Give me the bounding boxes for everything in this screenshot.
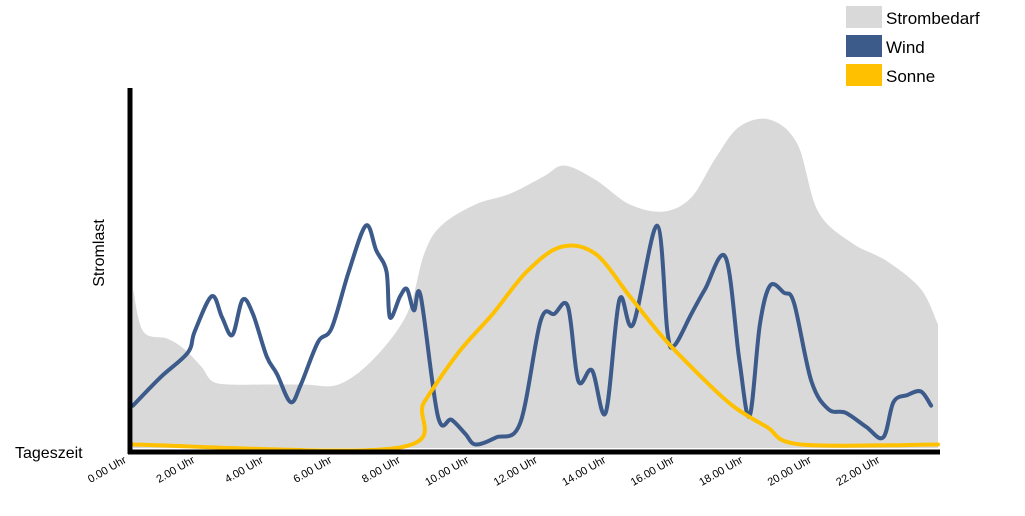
legend-swatch-strombedarf [846, 6, 882, 28]
x-tick-label: 8.00 Uhr [360, 454, 403, 486]
x-tick-labels: 0.00 Uhr 2.00 Uhr 4.00 Uhr 6.00 Uhr 8.00 Uhr… [86, 454, 882, 489]
plot-area [131, 118, 940, 453]
x-tick-label: 18.00 Uhr [697, 454, 745, 489]
x-axis-label: Tageszeit [15, 445, 83, 462]
x-tick-label: 0.00 Uhr [86, 454, 129, 486]
series-wind-line [131, 223, 934, 447]
legend-label-sonne: Sonne [886, 67, 935, 86]
x-tick-label: 20.00 Uhr [766, 454, 814, 489]
legend-label-strombedarf: Strombedarf [886, 9, 980, 28]
series-sonne-line [131, 243, 940, 453]
x-tick-label: 2.00 Uhr [154, 454, 197, 486]
x-tick-label: 4.00 Uhr [223, 454, 266, 486]
legend-label-wind: Wind [886, 38, 925, 57]
y-axis-label: Stromlast [91, 219, 108, 287]
x-tick-label: 16.00 Uhr [629, 454, 677, 489]
legend-swatch-sonne [846, 64, 882, 86]
axes [127, 88, 940, 455]
series-strombedarf-area [133, 118, 938, 449]
legend-swatch-wind [846, 35, 882, 57]
x-tick-label: 12.00 Uhr [492, 454, 540, 489]
x-tick-label: 14.00 Uhr [560, 454, 608, 489]
legend: Strombedarf Wind Sonne [846, 6, 980, 86]
x-tick-label: 6.00 Uhr [291, 454, 334, 486]
x-tick-label: 10.00 Uhr [423, 454, 471, 489]
x-tick-label: 22.00 Uhr [834, 454, 882, 489]
